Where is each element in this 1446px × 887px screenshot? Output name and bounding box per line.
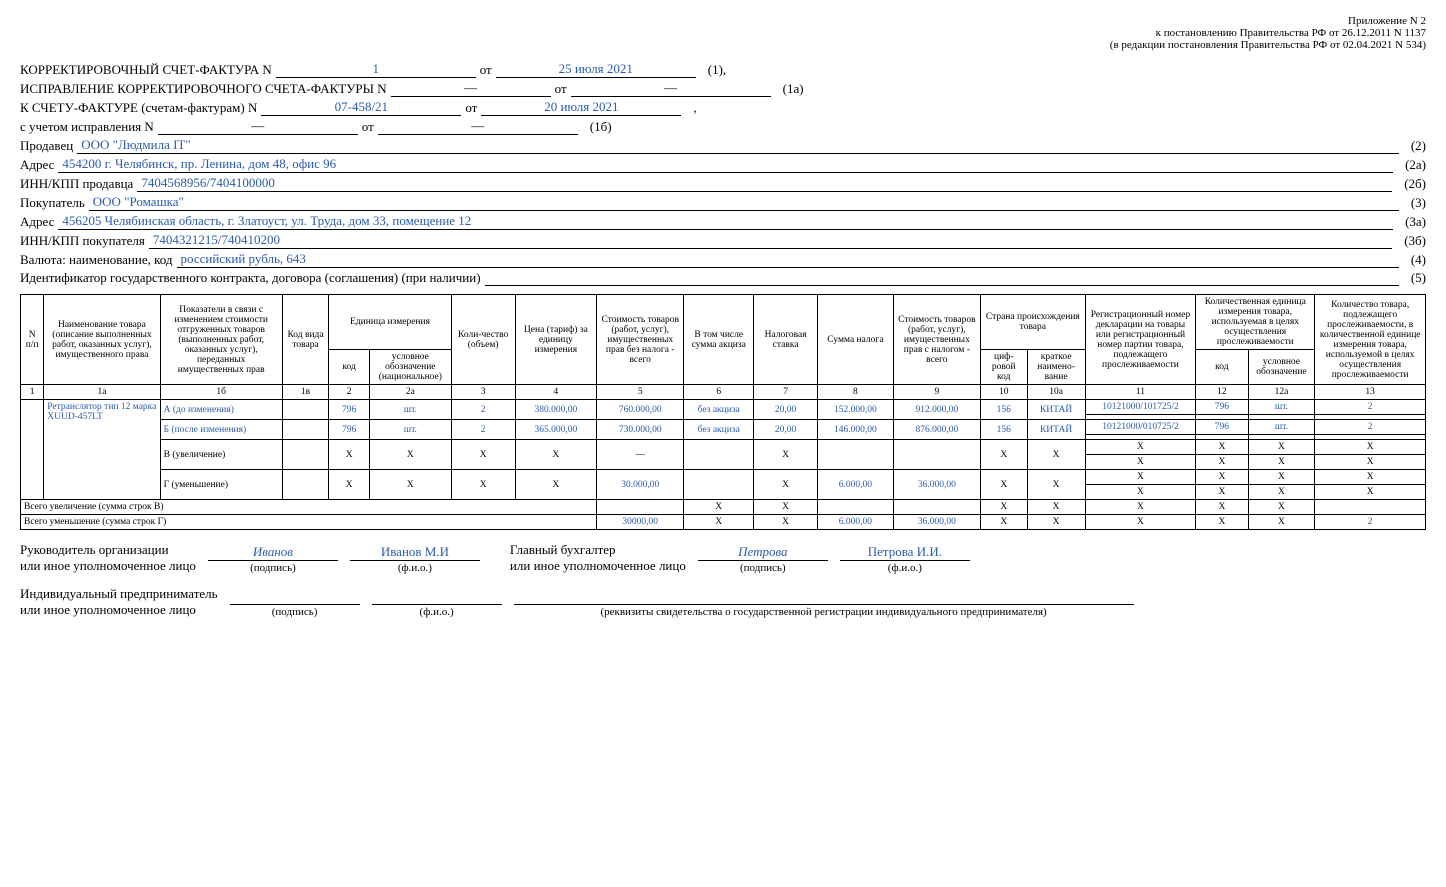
code-3b: (3б) [1396,233,1426,249]
seller-inn-label: ИНН/КПП продавца [20,176,133,192]
invoice-table: N п/п Наименование товара (описание выпо… [20,294,1426,530]
code-1a: (1а) [775,81,804,97]
seller-addr-value: 454200 г. Челябинск, пр. Ленина, дом 48,… [58,156,1393,173]
code-3a: (3а) [1397,214,1426,230]
table-row-v1: В (увеличение) X X X X — X X X XXXX [21,440,1426,455]
total-increase-row: Всего увеличение (сумма строк В) XXXXXXX [21,500,1426,515]
decree-header: Приложение N 2 к постановлению Правитель… [20,15,1426,51]
signatures-row1: Руководитель организации или иное уполно… [20,542,1426,574]
buyer-label: Покупатель [20,195,85,211]
th-trace: Количественная единица измерения товара,… [1196,295,1315,350]
th-cost: Стоимость товаров (работ, услуг), имущес… [597,295,684,385]
table-row-g1: Г (уменьшение) X X X X 30.000,00 X 6.000… [21,470,1426,485]
th-taxrate: Налоговая ставка [754,295,818,385]
th-reg: Регистрационный номер декларации на това… [1085,295,1196,385]
signatures-row2: Индивидуальный предприниматель или иное … [20,586,1426,618]
th-n: N п/п [21,295,44,385]
hdr-line1: Приложение N 2 [20,15,1426,27]
buyer-addr-value: 456205 Челябинская область, г. Златоуст,… [58,213,1393,230]
code-1b: (1б) [582,119,612,135]
th-taxsum: Сумма налога [818,295,894,385]
code-4: (4) [1403,252,1426,268]
row-v-label: В (увеличение) [160,440,282,470]
table-header: N п/п Наименование товара (описание выпо… [21,295,1426,400]
source-invoice-date: 20 июля 2021 [481,99,681,116]
code-1: (1), [700,62,726,78]
th-qtrace: Количество товара, подлежащего прослежив… [1315,295,1426,385]
table-row-a1: Ретранслятор тип 12 марка XUUD-457LT А (… [21,400,1426,415]
ip-label: Индивидуальный предприниматель [20,586,218,602]
th-unit: Единица измерения [329,295,451,350]
from-label: от [480,62,492,78]
th-name: Наименование товара (описание выполненны… [44,295,160,385]
buyer-inn-label: ИНН/КПП покупателя [20,233,145,249]
column-numbers: 11а1б1в22а34567891010а111212а13 [21,385,1426,400]
correction-number: — [391,80,551,97]
th-total: Стоимость товаров (работ, услуг), имущес… [893,295,980,385]
code-5: (5) [1403,270,1426,286]
row-a-label: А (до изменения) [160,400,282,420]
source-invoice-title: К СЧЕТУ-ФАКТУРЕ (счетам-фактурам) N [20,100,257,116]
or-label-3: или иное уполномоченное лицо [20,602,218,618]
leader-label: Руководитель организации [20,542,196,558]
code-2b: (2б) [1396,176,1426,192]
source-invoice-number: 07-458/21 [261,99,461,116]
th-indicators: Показатели в связи с изменением стоимост… [160,295,282,385]
currency-value: российский рубль, 643 [177,251,1399,268]
item-name: Ретранслятор тип 12 марка XUUD-457LT [44,400,160,500]
invoice-date: 25 июля 2021 [496,61,696,78]
correction-title: ИСПРАВЛЕНИЕ КОРРЕКТИРОВОЧНОГО СЧЕТА-ФАКТ… [20,81,387,97]
amendment-title: с учетом исправления N [20,119,154,135]
leader-fio: Иванов М.И [350,544,480,561]
or-label-1: или иное уполномоченное лицо [20,558,196,574]
code-2a: (2а) [1397,157,1426,173]
seller-addr-label: Адрес [20,157,54,173]
form-header: КОРРЕКТИРОВОЧНЫЙ СЧЕТ-ФАКТУРА N 1 от 25 … [20,61,1426,286]
th-qty: Коли-чество (объем) [451,295,515,385]
contract-label: Идентификатор государственного контракта… [20,270,481,286]
seller-value: ООО "Людмила IT" [77,137,1399,154]
row-g-label: Г (уменьшение) [160,470,282,500]
accountant-fio: Петрова И.И. [840,544,970,561]
th-price: Цена (тариф) за единицу измерения [515,295,596,385]
currency-label: Валюта: наименование, код [20,252,173,268]
invoice-number: 1 [276,61,476,78]
buyer-addr-label: Адрес [20,214,54,230]
th-excise: В том числе сумма акциза [684,295,754,385]
invoice-title: КОРРЕКТИРОВОЧНЫЙ СЧЕТ-ФАКТУРА N [20,62,272,78]
accountant-label: Главный бухгалтер [510,542,686,558]
code-3: (3) [1403,195,1426,211]
ip-registration [514,588,1134,605]
or-label-2: или иное уполномоченное лицо [510,558,686,574]
table-row-b1: Б (после изменения) 796 шт. 2 365.000,00… [21,420,1426,435]
ip-fio [372,588,502,605]
buyer-value: ООО "Ромашка" [89,194,1399,211]
correction-date: — [571,80,771,97]
leader-signature: Иванов [208,544,338,561]
contract-value [485,270,1399,286]
th-code: Код вида товара [282,295,329,385]
total-decrease-row: Всего уменьшение (сумма строк Г) 30000,0… [21,515,1426,530]
th-country: Страна происхождения товара [980,295,1085,350]
row-b-label: Б (после изменения) [160,420,282,440]
code-2: (2) [1403,138,1426,154]
hdr-line3: (в редакции постановления Правительства … [20,39,1426,51]
hdr-line2: к постановлению Правительства РФ от 26.1… [20,27,1426,39]
accountant-signature: Петрова [698,544,828,561]
ip-signature [230,588,360,605]
seller-inn-value: 7404568956/7404100000 [137,175,1392,192]
seller-label: Продавец [20,138,73,154]
buyer-inn-value: 7404321215/740410200 [149,232,1392,249]
